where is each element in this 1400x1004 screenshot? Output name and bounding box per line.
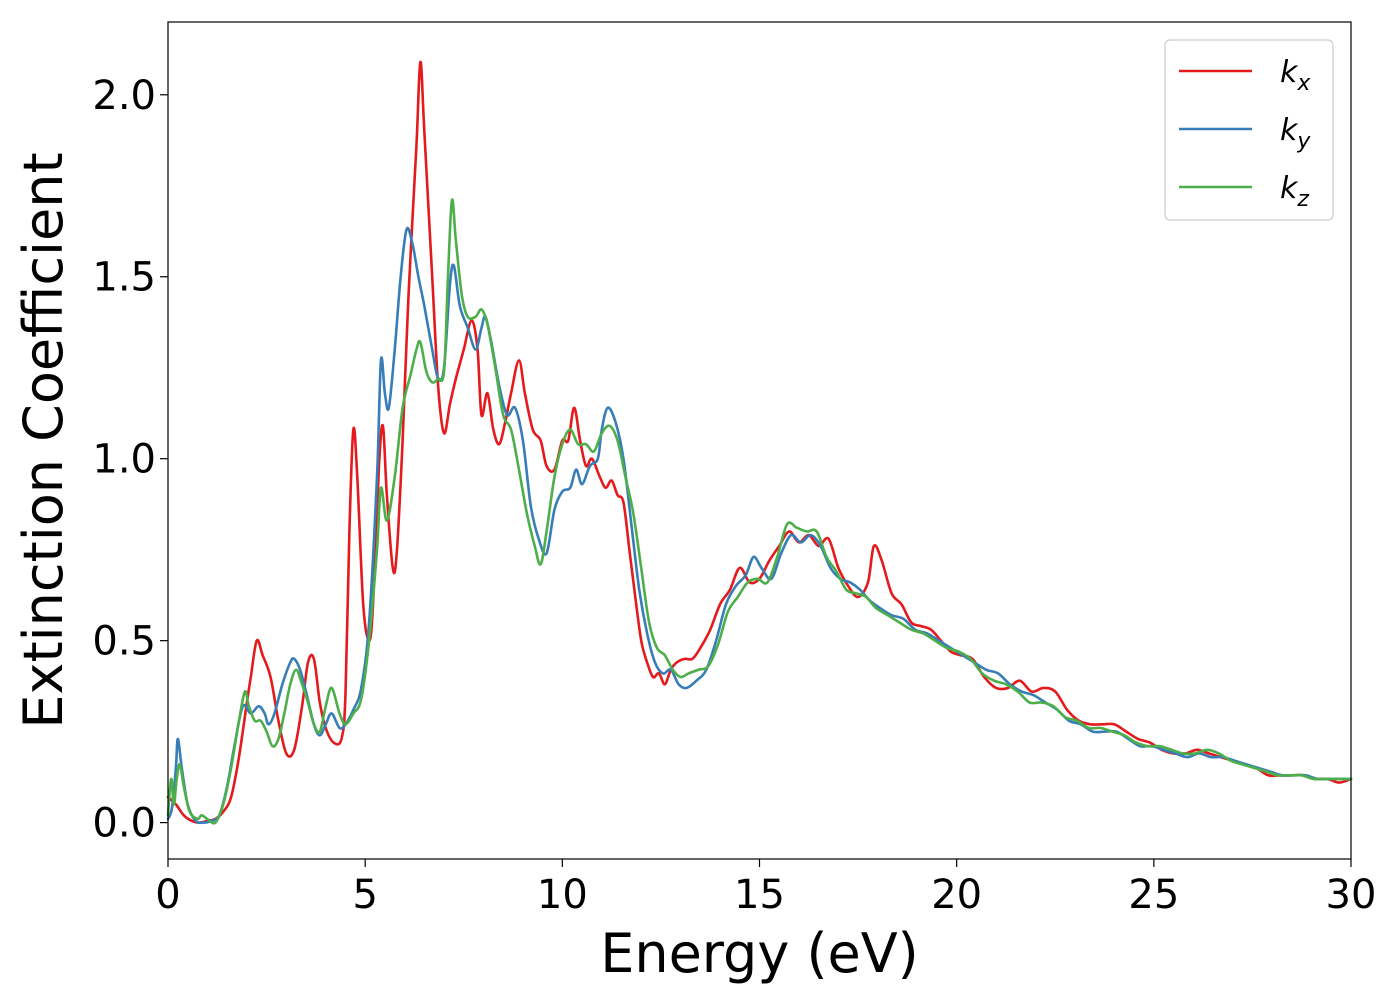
x-tick-label: 25 bbox=[1128, 872, 1179, 918]
y-axis-label: Extinction Coefficient bbox=[12, 152, 75, 728]
y-tick-label: 0.0 bbox=[92, 801, 156, 847]
plot-frame bbox=[167, 21, 1352, 860]
series-line-ky bbox=[166, 226, 1353, 825]
y-tick-label: 1.0 bbox=[92, 437, 156, 483]
x-axis-label: Energy (eV) bbox=[600, 922, 919, 985]
legend-label-kx: kx bbox=[1280, 55, 1311, 96]
ticks-layer: 0 5 10 15 20 25 30 0.0 0.5 1.0 1.5 2.0 bbox=[92, 73, 1376, 918]
legend-label-main: k bbox=[1280, 171, 1299, 206]
x-tick-label: 5 bbox=[352, 872, 377, 918]
series-layer bbox=[166, 60, 1353, 825]
x-tick-label: 15 bbox=[734, 872, 785, 918]
legend-label-subscript: z bbox=[1296, 187, 1309, 212]
legend-label-subscript: x bbox=[1296, 71, 1311, 96]
series-line-kz bbox=[166, 198, 1353, 825]
x-tick-label: 0 bbox=[155, 872, 180, 918]
y-tick-label: 2.0 bbox=[92, 73, 156, 119]
legend-label-kz: kz bbox=[1280, 171, 1309, 212]
legend-label-main: k bbox=[1280, 55, 1299, 90]
legend-label-subscript: y bbox=[1296, 129, 1311, 154]
x-tick-label: 30 bbox=[1326, 872, 1377, 918]
legend-label-ky: ky bbox=[1280, 113, 1311, 154]
series-line-kx bbox=[166, 60, 1353, 824]
y-tick-label: 0.5 bbox=[92, 619, 156, 665]
y-tick-label: 1.5 bbox=[92, 255, 156, 301]
x-tick-label: 20 bbox=[931, 872, 982, 918]
legend-label-main: k bbox=[1280, 113, 1299, 148]
x-tick-label: 10 bbox=[537, 872, 588, 918]
